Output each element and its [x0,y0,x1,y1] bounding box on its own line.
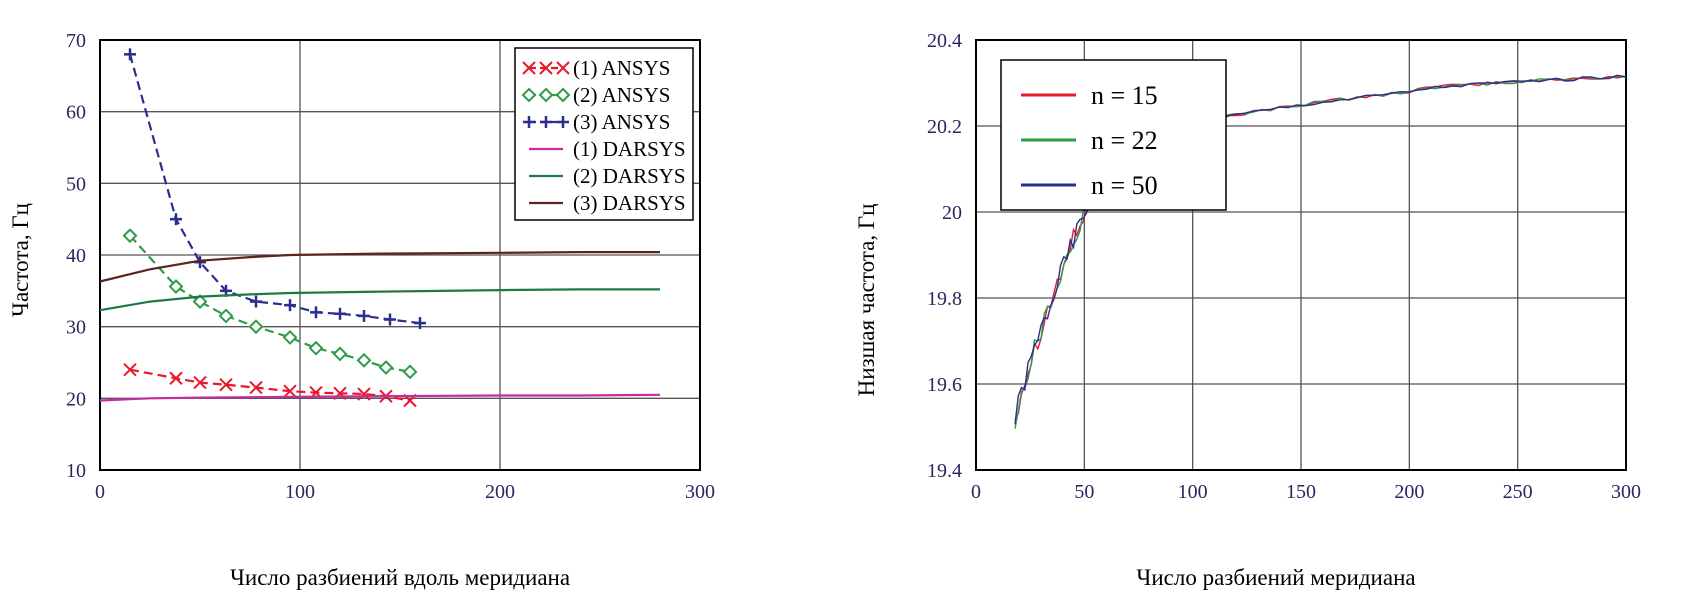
x-tick-label: 200 [485,481,515,503]
left-chart-ylabel: Частота, Гц [8,203,33,317]
legend-label-2: n = 50 [1091,171,1158,200]
left-chart-panel: (1) ANSYS (2) ANSYS (3) ANSYS (1) DARSYS (2)… [0,0,846,609]
right-chart-legend[interactable]: n = 15 n = 22 n = 50 [1001,60,1226,210]
y-tick-label: 50 [66,173,86,195]
right-chart-panel: n = 15 n = 22 n = 50 0 50 100 150 200 250 300 19.… [846,0,1692,609]
y-tick-label: 30 [66,317,86,339]
legend-label-0: (1) ANSYS [573,56,670,80]
x-tick-label: 50 [1074,481,1094,503]
x-tick-label: 250 [1503,481,1533,503]
x-tick-label: 300 [1611,481,1641,503]
y-tick-label: 20.2 [927,116,962,138]
y-tick-label: 20.4 [927,30,962,52]
x-tick-label: 100 [285,481,315,503]
legend-label-0: n = 15 [1091,81,1158,110]
series--1--darsys [100,395,660,401]
left-chart-xlabel: Число разбиений вдоль меридиана [230,565,570,590]
left-chart-legend[interactable]: (1) ANSYS (2) ANSYS (3) ANSYS (1) DARSYS (2)… [515,48,693,220]
legend-label-3: (1) DARSYS [573,137,686,161]
y-tick-label: 70 [66,30,86,52]
y-tick-label: 19.4 [927,460,962,482]
x-tick-label: 300 [685,481,715,503]
right-chart-svg: n = 15 n = 22 n = 50 0 50 100 150 200 250 300 19.… [846,0,1692,609]
right-chart-ylabel: Низшая частота, Гц [854,204,879,397]
y-tick-label: 60 [66,102,86,124]
legend-label-2: (3) ANSYS [573,110,670,134]
legend-label-4: (2) DARSYS [573,164,686,188]
x-tick-label: 150 [1286,481,1316,503]
legend-label-1: n = 22 [1091,126,1158,155]
series--1--ansys [124,364,416,407]
right-chart-xlabel: Число разбиений меридиана [1136,565,1415,590]
legend-label-1: (2) ANSYS [573,83,670,107]
x-tick-label: 0 [95,481,105,503]
series--2--ansys [124,230,416,378]
y-tick-label: 19.8 [927,288,962,310]
x-tick-label: 0 [971,481,981,503]
y-tick-label: 20 [66,388,86,410]
legend-label-5: (3) DARSYS [573,191,686,215]
y-tick-label: 10 [66,460,86,482]
left-chart-svg: (1) ANSYS (2) ANSYS (3) ANSYS (1) DARSYS (2)… [0,0,846,609]
x-tick-label: 100 [1178,481,1208,503]
series--3--darsys [100,252,660,281]
y-tick-label: 19.6 [927,374,962,396]
x-tick-label: 200 [1394,481,1424,503]
y-tick-label: 20 [942,202,962,224]
dual-chart-container: (1) ANSYS (2) ANSYS (3) ANSYS (1) DARSYS (2)… [0,0,1692,609]
y-tick-label: 40 [66,245,86,267]
